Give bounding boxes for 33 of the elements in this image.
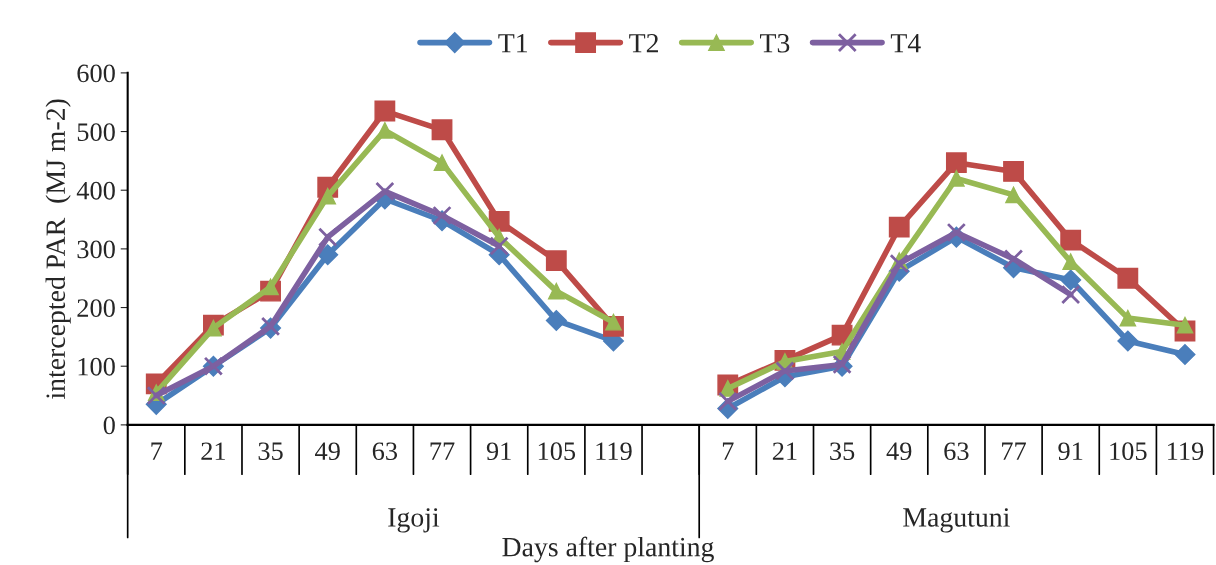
x-tick-label: 63 <box>944 442 969 461</box>
x-tick-label: 77 <box>430 442 455 460</box>
x-tick-label: 105 <box>1110 442 1147 461</box>
y-axis-title: intercepted PAR (MJ m-2) <box>45 99 71 400</box>
x-tick-label: 63 <box>372 442 398 461</box>
x-tick-label: 77 <box>1002 442 1026 460</box>
legend-label: T1 <box>498 34 527 53</box>
x-tick-label: 21 <box>772 442 797 460</box>
x-tick-label: 7 <box>151 442 163 460</box>
y-tick-label: 100 <box>78 357 115 376</box>
x-tick-label: 7 <box>722 442 734 460</box>
y-tick-label: 300 <box>77 240 115 259</box>
y-tick-label: 500 <box>77 123 115 141</box>
x-tick-label: 49 <box>315 442 340 461</box>
x-tick-label: 35 <box>830 442 855 461</box>
y-tick-label: 0 <box>103 416 115 435</box>
x-tick-label: 21 <box>201 442 226 460</box>
text: Magutuni <box>903 508 1010 533</box>
x-tick-label: 35 <box>258 442 283 461</box>
x-tick-label: 91 <box>486 442 511 461</box>
y-tick-label: 600 <box>77 64 115 83</box>
x-tick-label: 119 <box>596 442 632 461</box>
x-tick-label: 91 <box>1058 442 1083 461</box>
legend-label: T4 <box>890 34 921 53</box>
y-tick-label: 400 <box>76 181 115 200</box>
legend-label: T2 <box>629 33 658 53</box>
text: Igoji <box>388 508 440 533</box>
x-tick-label: 119 <box>1168 442 1204 461</box>
x-axis-title: Days after planting <box>502 536 714 563</box>
legend-label: T3 <box>760 33 790 53</box>
x-tick-label: 49 <box>886 442 912 461</box>
x-tick-label: 105 <box>538 442 576 461</box>
y-tick-label: 200 <box>77 299 115 317</box>
